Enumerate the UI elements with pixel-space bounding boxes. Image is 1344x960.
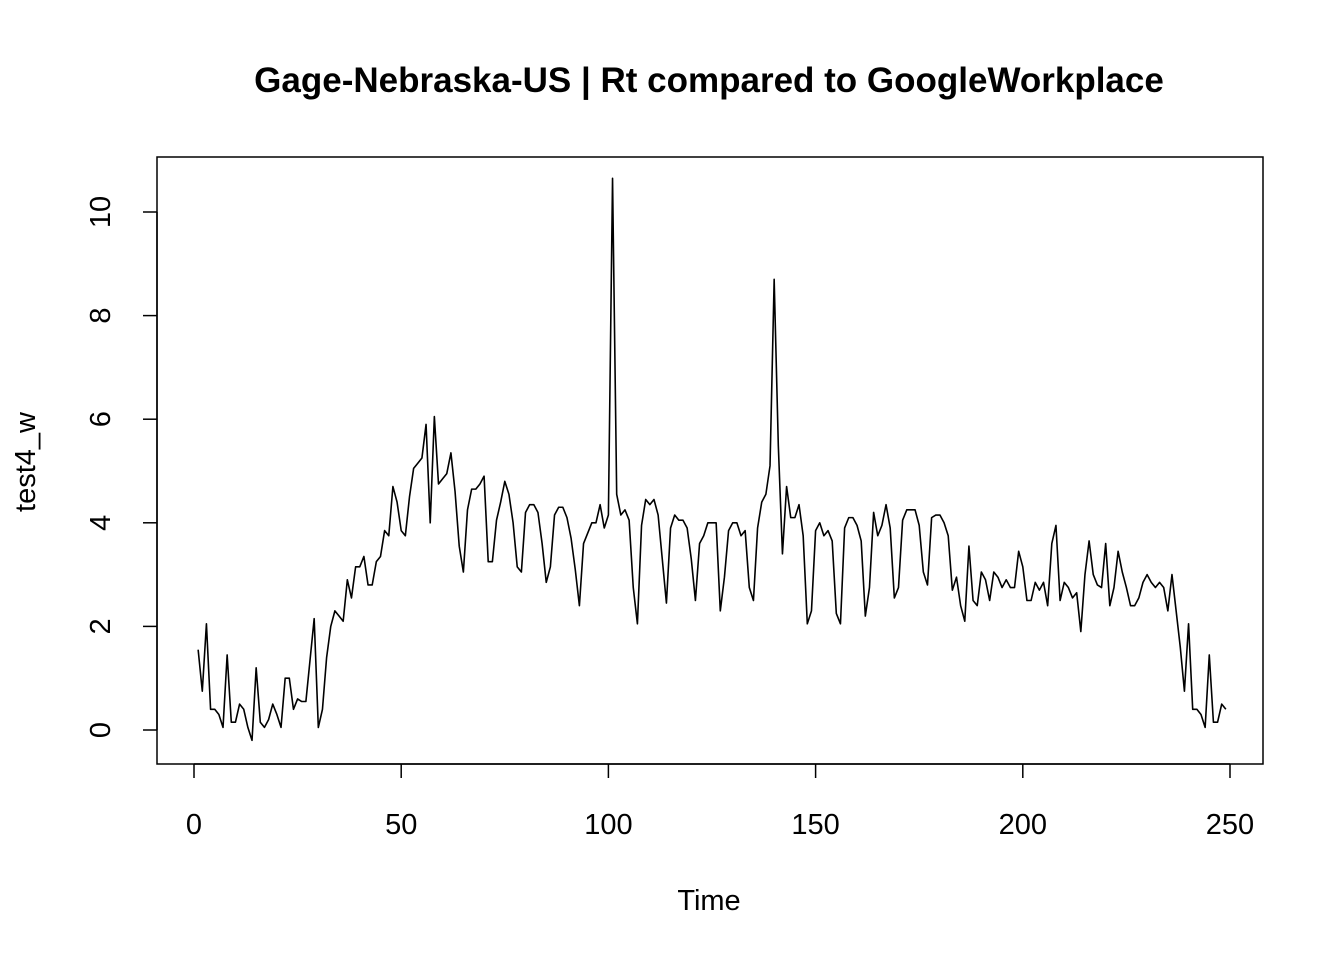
y-axis: 0 2 4 6 8 10: [85, 196, 158, 738]
x-tick-label: 200: [999, 809, 1047, 841]
plot-frame: [156, 156, 1264, 765]
y-tick-label: 0: [85, 722, 117, 738]
x-tick-label: 50: [385, 809, 417, 841]
series-line: [197, 177, 1227, 742]
chart-title: Gage-Nebraska-US | Rt compared to Google…: [254, 61, 1164, 100]
x-tick-label: 250: [1206, 809, 1254, 841]
x-tick-label: 150: [791, 809, 839, 841]
y-axis-label: test4_w: [10, 411, 42, 512]
y-tick-label: 6: [85, 411, 117, 427]
y-tick-label: 10: [85, 196, 117, 228]
x-axis-label: Time: [677, 885, 740, 917]
x-axis: 0 50 100 150 200 250: [186, 763, 1254, 841]
y-tick-label: 2: [85, 618, 117, 634]
y-tick-label: 4: [85, 515, 117, 531]
x-tick-label: 0: [186, 809, 202, 841]
y-tick-label: 8: [85, 308, 117, 324]
x-tick-label: 100: [584, 809, 632, 841]
